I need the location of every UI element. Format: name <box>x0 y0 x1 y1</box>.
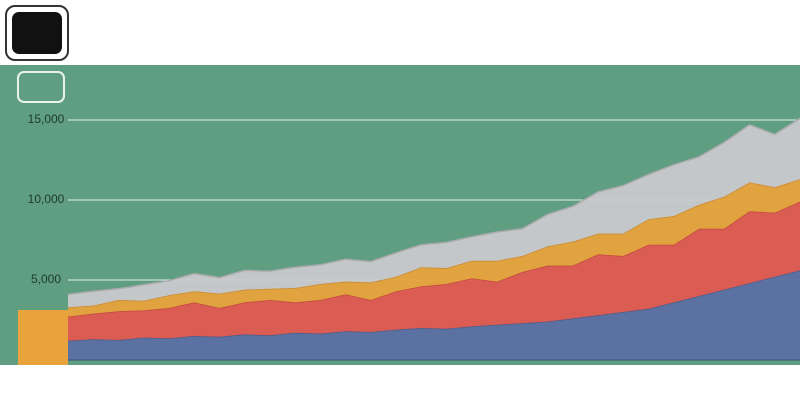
area-edge <box>67 117 800 296</box>
panel-badge <box>17 71 65 103</box>
y-tick-label: 5,000 <box>31 272 61 286</box>
area <box>68 201 800 341</box>
area <box>68 118 800 308</box>
y-tick-label: 15,000 <box>28 112 65 126</box>
app-icon <box>12 12 62 54</box>
y-tick-label: 10,000 <box>28 192 65 206</box>
side-marker <box>18 310 68 365</box>
area <box>68 270 800 360</box>
area <box>68 179 800 317</box>
